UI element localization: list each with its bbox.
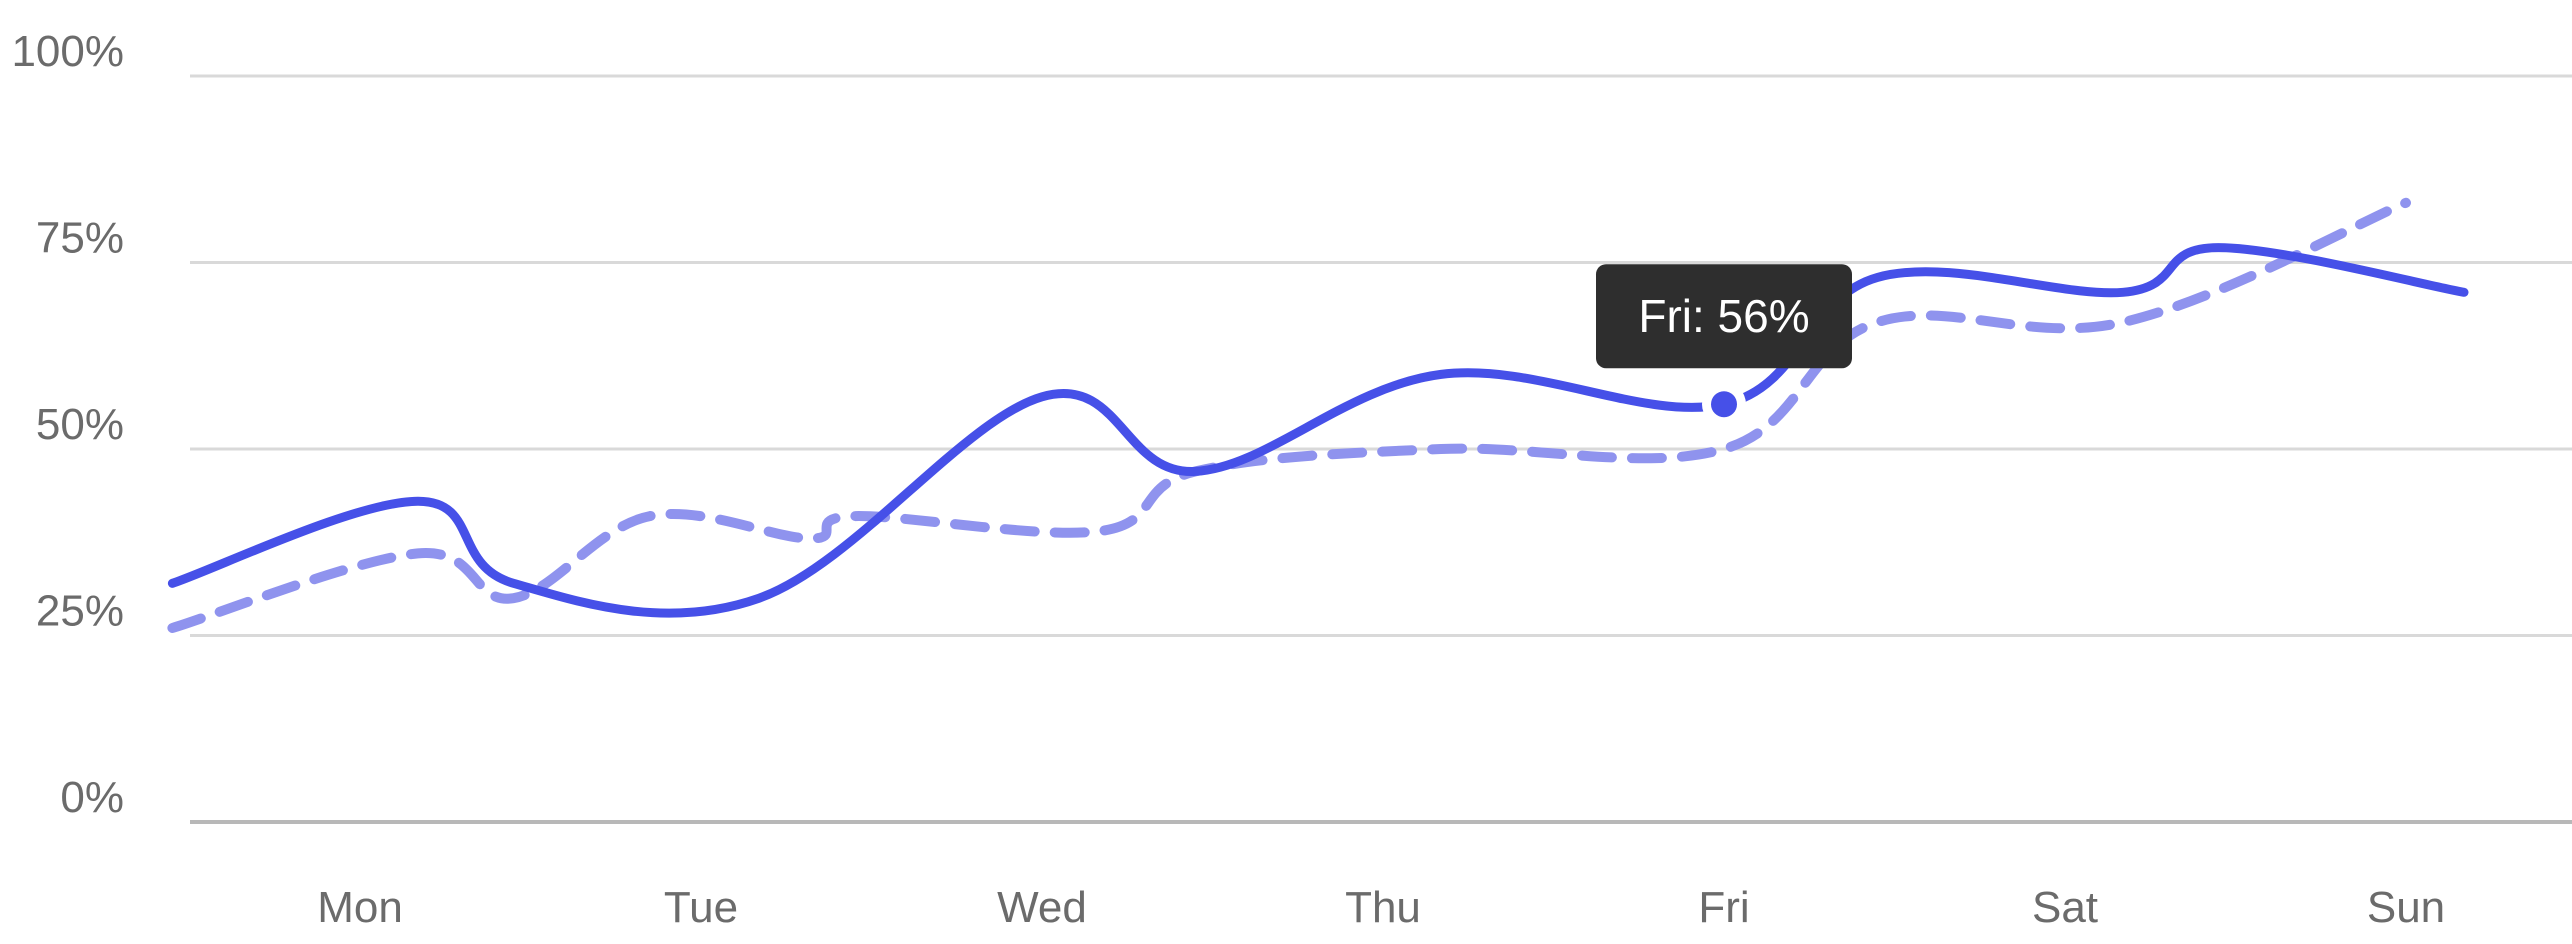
y-tick-label: 0%	[60, 773, 124, 822]
series-line-dashed	[167, 197, 2411, 633]
y-tick-label: 50%	[36, 400, 124, 449]
x-tick-label: Sun	[2367, 883, 2445, 932]
tooltip-text: Fri: 56%	[1638, 290, 1809, 342]
x-tick-label: Thu	[1345, 883, 1421, 932]
x-tick-label: Fri	[1698, 883, 1749, 932]
x-tick-label: Wed	[997, 883, 1087, 932]
x-tick-label: Sat	[2032, 883, 2098, 932]
y-tick-label: 25%	[36, 587, 124, 636]
x-tick-label: Tue	[664, 883, 738, 932]
y-tick-label: 100%	[11, 27, 124, 76]
series	[167, 197, 2469, 633]
y-axis-tick-labels: 0% 25% 50% 75% 100%	[11, 27, 124, 822]
tooltip: Fri: 56%	[1596, 264, 1852, 369]
tooltip-box	[1596, 264, 1852, 369]
highlighted-point	[1702, 382, 1746, 427]
x-axis-tick-labels: Mon Tue Wed Thu Fri Sat Sun	[317, 883, 2445, 932]
x-tick-label: Mon	[317, 883, 403, 932]
series-line-solid	[167, 243, 2469, 618]
y-tick-label: 75%	[36, 214, 124, 263]
highlighted-data-point[interactable]	[1711, 391, 1737, 418]
